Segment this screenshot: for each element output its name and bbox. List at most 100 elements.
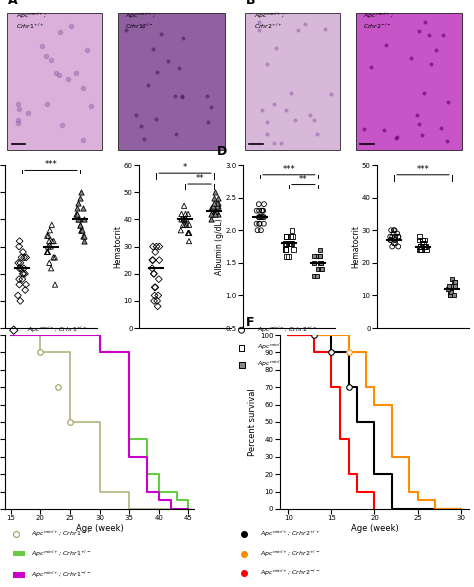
Point bbox=[15, 275, 23, 284]
Point bbox=[16, 264, 23, 273]
Point bbox=[179, 220, 187, 230]
Point bbox=[310, 258, 318, 268]
Point bbox=[393, 229, 401, 238]
Point bbox=[260, 212, 268, 222]
Point bbox=[394, 232, 402, 241]
Point bbox=[214, 201, 221, 211]
Point bbox=[17, 258, 24, 268]
Point bbox=[255, 219, 263, 228]
Point bbox=[255, 206, 263, 215]
Point bbox=[317, 258, 325, 268]
Point bbox=[317, 258, 324, 268]
Point bbox=[19, 269, 27, 278]
Point bbox=[19, 269, 27, 278]
Point bbox=[318, 265, 325, 274]
Point bbox=[450, 278, 458, 287]
Text: $Apc^{min/+}$;: $Apc^{min/+}$; bbox=[125, 11, 156, 21]
Text: *: * bbox=[183, 163, 187, 172]
Point bbox=[20, 264, 27, 273]
Point bbox=[253, 219, 260, 228]
Point bbox=[152, 282, 159, 292]
Point bbox=[310, 252, 318, 261]
Point bbox=[314, 271, 321, 281]
Point bbox=[74, 215, 82, 224]
Point bbox=[46, 258, 53, 268]
Point bbox=[183, 220, 191, 230]
Point bbox=[214, 193, 222, 203]
Point bbox=[149, 242, 157, 251]
Point bbox=[180, 215, 187, 224]
Point bbox=[258, 206, 266, 215]
Point bbox=[47, 264, 55, 273]
Point bbox=[45, 242, 52, 251]
Point bbox=[51, 280, 59, 289]
Point bbox=[447, 291, 454, 300]
Point bbox=[417, 242, 424, 251]
Point bbox=[155, 242, 163, 251]
Point bbox=[288, 225, 296, 235]
Point bbox=[450, 291, 458, 300]
Text: $Apc^{min/+}$; $Crhr1^{+/+}$: $Apc^{min/+}$; $Crhr1^{+/+}$ bbox=[27, 325, 87, 335]
Point bbox=[181, 220, 189, 230]
Point bbox=[419, 238, 427, 248]
Point bbox=[16, 280, 23, 289]
Point bbox=[155, 255, 163, 265]
Point bbox=[15, 258, 22, 268]
Point bbox=[36, 348, 44, 357]
Point bbox=[151, 137, 159, 146]
Point bbox=[48, 237, 56, 246]
Point bbox=[416, 235, 423, 245]
Point bbox=[18, 275, 26, 284]
Point bbox=[445, 284, 452, 294]
Text: $Crhr2^{-/-}$: $Crhr2^{-/-}$ bbox=[363, 22, 392, 31]
Point bbox=[155, 275, 163, 284]
Point bbox=[79, 225, 86, 235]
Point bbox=[78, 225, 85, 235]
Point bbox=[392, 235, 399, 245]
Bar bbox=[13, 572, 26, 578]
Point bbox=[210, 193, 218, 203]
Point bbox=[152, 247, 159, 257]
Point bbox=[409, 296, 417, 306]
Point bbox=[150, 269, 157, 278]
Point bbox=[257, 212, 265, 222]
Point bbox=[208, 209, 215, 218]
Point bbox=[80, 231, 87, 240]
Point bbox=[448, 275, 456, 284]
Point bbox=[451, 278, 459, 287]
Point bbox=[345, 348, 352, 357]
Point bbox=[14, 291, 22, 300]
Point bbox=[185, 228, 193, 238]
Point bbox=[150, 269, 158, 278]
X-axis label: Age (week): Age (week) bbox=[351, 524, 398, 533]
Y-axis label: Hematocrit: Hematocrit bbox=[351, 225, 360, 268]
Point bbox=[214, 209, 221, 218]
Point bbox=[22, 253, 30, 262]
Point bbox=[418, 238, 426, 248]
Point bbox=[316, 258, 323, 268]
Text: $Apc^{min/+}$; $Crhr1^{-/-}$: $Apc^{min/+}$; $Crhr1^{-/-}$ bbox=[31, 570, 91, 580]
Point bbox=[416, 232, 423, 241]
Point bbox=[210, 209, 217, 218]
Text: $Crhr1^{+/+}$: $Crhr1^{+/+}$ bbox=[16, 22, 45, 31]
Point bbox=[386, 232, 394, 241]
Text: $Apc^{min/+}$;: $Apc^{min/+}$; bbox=[16, 11, 47, 21]
Point bbox=[316, 252, 323, 261]
Point bbox=[211, 209, 219, 218]
Point bbox=[21, 269, 29, 278]
Point bbox=[392, 238, 399, 248]
Point bbox=[16, 237, 23, 246]
Point bbox=[451, 278, 459, 287]
Text: $Apc^{min/+}$; $Crhr1^{+/-}$: $Apc^{min/+}$; $Crhr1^{+/-}$ bbox=[31, 548, 91, 558]
Point bbox=[448, 281, 456, 291]
Point bbox=[46, 225, 54, 235]
Point bbox=[214, 198, 222, 208]
Point bbox=[419, 235, 426, 245]
Point bbox=[73, 209, 81, 218]
Point bbox=[182, 209, 189, 218]
Point bbox=[208, 204, 215, 213]
Point bbox=[211, 207, 219, 216]
Point bbox=[387, 235, 394, 245]
Point bbox=[154, 296, 161, 306]
Point bbox=[317, 258, 325, 268]
